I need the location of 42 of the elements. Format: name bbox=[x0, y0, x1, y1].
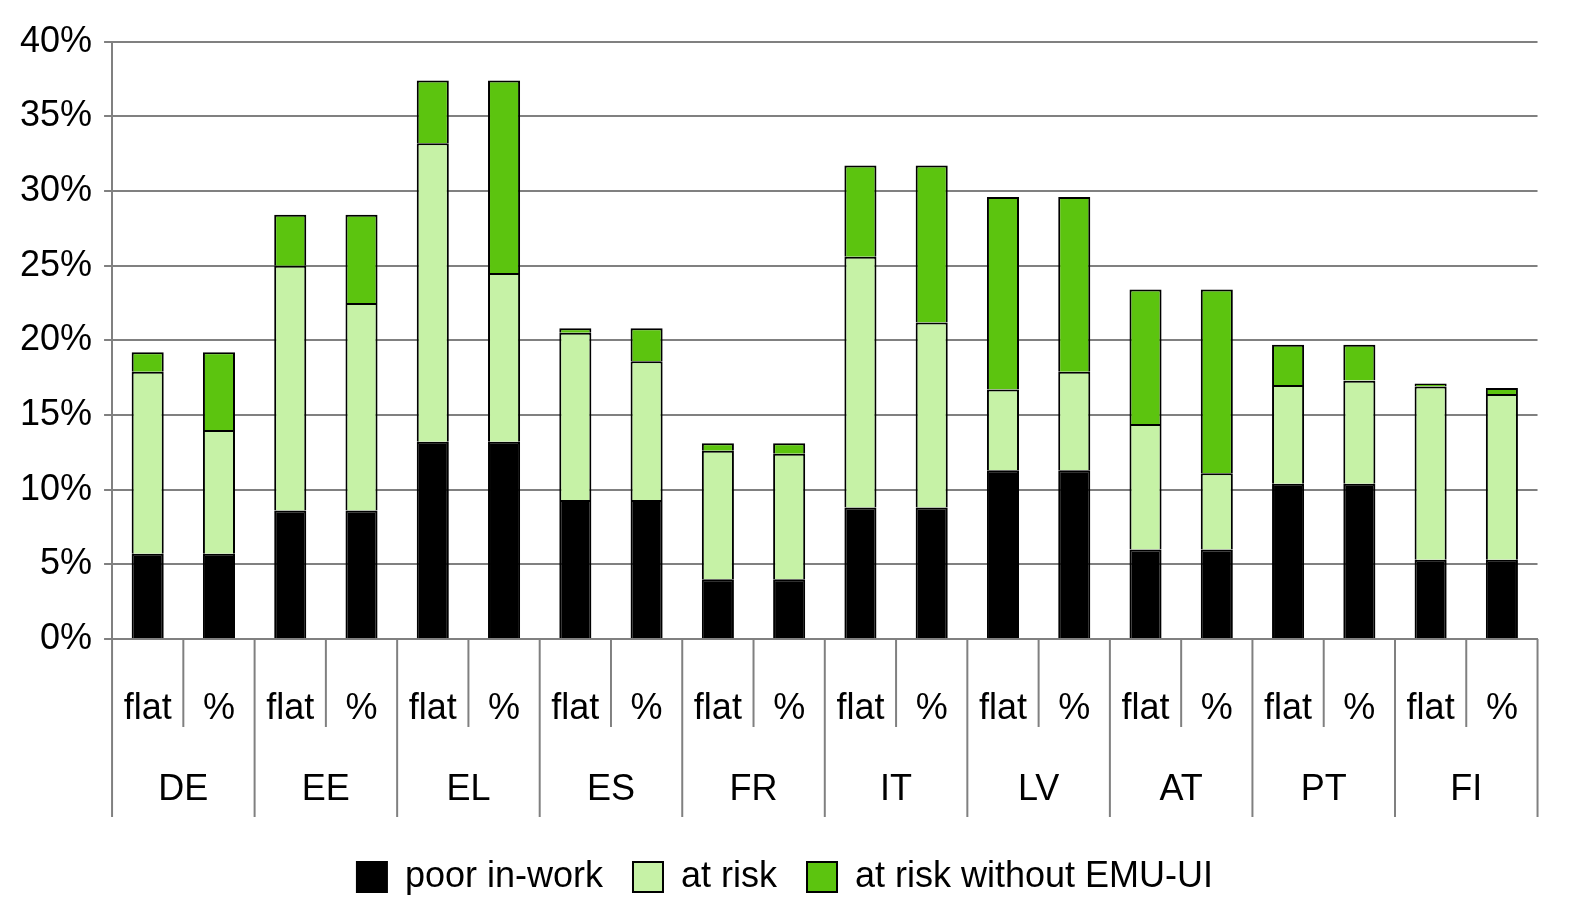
x-tick-label: flat bbox=[123, 685, 172, 727]
y-tick-label: 30% bbox=[19, 167, 93, 209]
text: IT bbox=[880, 766, 913, 808]
text: PT bbox=[1300, 766, 1347, 808]
legend-label: poor in-work bbox=[404, 853, 604, 895]
x-tick-label: % bbox=[773, 685, 806, 727]
x-tick-label: % bbox=[1058, 685, 1091, 727]
x-tick-label: % bbox=[1200, 685, 1233, 727]
text: DE bbox=[158, 766, 209, 808]
x-tick-label: flat bbox=[1406, 685, 1455, 727]
x-tick-label: flat bbox=[978, 685, 1027, 727]
x-tick-label: % bbox=[345, 685, 378, 727]
y-tick-label: 15% bbox=[19, 391, 93, 433]
legend-label: at risk without EMU-UI bbox=[855, 853, 1214, 895]
text: EL bbox=[446, 766, 491, 808]
y-tick-label: 20% bbox=[19, 317, 93, 359]
x-tick-label: flat bbox=[836, 685, 885, 727]
text: FR bbox=[729, 766, 778, 808]
x-tick-label: flat bbox=[1264, 685, 1313, 727]
text: LV bbox=[1017, 766, 1060, 808]
x-tick-label: flat bbox=[693, 685, 742, 727]
x-tick-label: % bbox=[1343, 685, 1376, 727]
x-tick-label: flat bbox=[1121, 685, 1170, 727]
x-tick-label: % bbox=[488, 685, 521, 727]
x-tick-label: flat bbox=[408, 685, 457, 727]
x-tick-label: % bbox=[202, 685, 235, 727]
legend-label: at risk bbox=[681, 853, 779, 895]
x-tick-label: % bbox=[630, 685, 663, 727]
x-tick-label: % bbox=[1485, 685, 1518, 727]
x-tick-label: flat bbox=[551, 685, 600, 727]
text: FI bbox=[1450, 766, 1483, 808]
text: AT bbox=[1159, 766, 1203, 808]
x-tick-label: flat bbox=[266, 685, 315, 727]
text: EE bbox=[301, 766, 350, 808]
x-tick-label: % bbox=[915, 685, 948, 727]
y-tick-label: 35% bbox=[19, 93, 93, 135]
text: ES bbox=[586, 766, 635, 808]
y-tick-label: 10% bbox=[19, 466, 93, 508]
y-tick-label: 5% bbox=[40, 541, 93, 583]
y-tick-label: 40% bbox=[19, 18, 93, 60]
y-tick-label: 25% bbox=[19, 242, 93, 284]
y-tick-label: 0% bbox=[40, 615, 93, 657]
